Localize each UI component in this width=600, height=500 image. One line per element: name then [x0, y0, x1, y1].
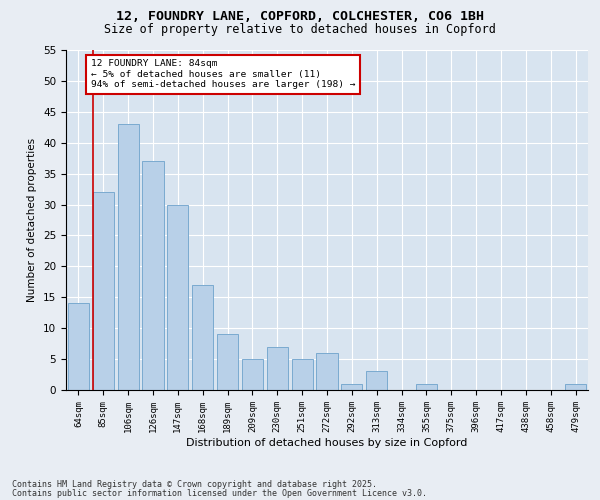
Bar: [192, 285, 213, 390]
Bar: [68, 304, 89, 390]
Bar: [292, 359, 313, 390]
Bar: [316, 353, 338, 390]
Bar: [167, 204, 188, 390]
Bar: [565, 384, 586, 390]
X-axis label: Distribution of detached houses by size in Copford: Distribution of detached houses by size …: [187, 438, 467, 448]
Text: Size of property relative to detached houses in Copford: Size of property relative to detached ho…: [104, 22, 496, 36]
Bar: [93, 192, 114, 390]
Bar: [416, 384, 437, 390]
Bar: [217, 334, 238, 390]
Bar: [366, 372, 387, 390]
Bar: [341, 384, 362, 390]
Text: Contains HM Land Registry data © Crown copyright and database right 2025.: Contains HM Land Registry data © Crown c…: [12, 480, 377, 489]
Text: 12, FOUNDRY LANE, COPFORD, COLCHESTER, CO6 1BH: 12, FOUNDRY LANE, COPFORD, COLCHESTER, C…: [116, 10, 484, 23]
Bar: [142, 162, 164, 390]
Bar: [242, 359, 263, 390]
Text: Contains public sector information licensed under the Open Government Licence v3: Contains public sector information licen…: [12, 488, 427, 498]
Text: 12 FOUNDRY LANE: 84sqm
← 5% of detached houses are smaller (11)
94% of semi-deta: 12 FOUNDRY LANE: 84sqm ← 5% of detached …: [91, 60, 355, 89]
Bar: [118, 124, 139, 390]
Y-axis label: Number of detached properties: Number of detached properties: [28, 138, 37, 302]
Bar: [267, 346, 288, 390]
